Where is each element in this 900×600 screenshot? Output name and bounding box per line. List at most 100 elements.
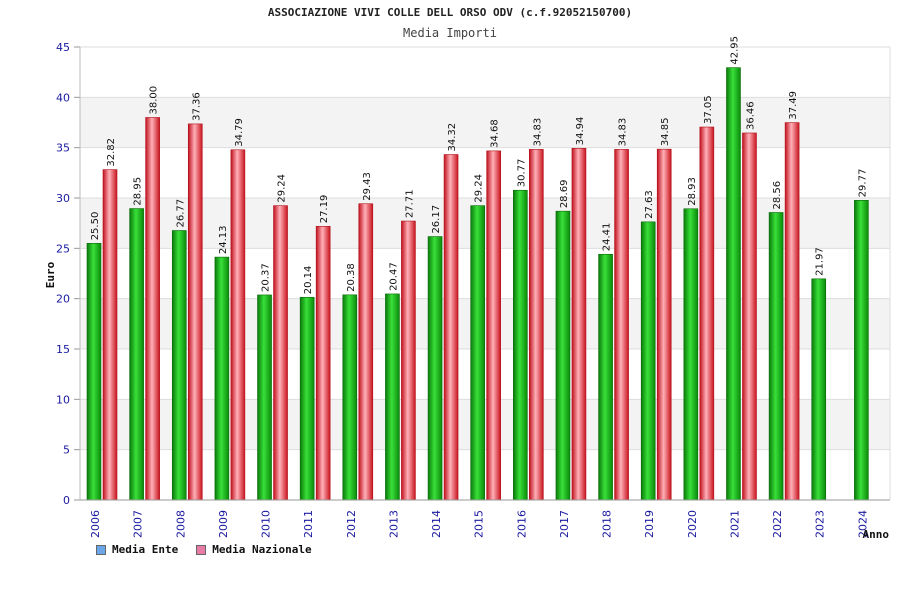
bar-media-nazionale [699,126,715,501]
bar-media-ente [598,253,613,501]
data-label: 28.95 [133,177,144,206]
y-tick-label: 35 [56,142,70,155]
data-label: 29.24 [474,174,485,203]
x-axis-label: Anno [863,528,890,541]
data-label: 28.56 [772,181,783,210]
bar-media-nazionale [742,132,757,501]
data-label: 26.17 [431,205,442,234]
x-tick-label: 2011 [302,510,315,538]
bar-media-ente [86,243,102,501]
bar-media-nazionale [401,220,416,501]
data-label: 21.97 [815,247,826,276]
legend-swatch-media-nazionale [196,544,207,555]
chart-subtitle: Media Importi [403,26,497,40]
bar-media-ente [768,212,784,501]
x-tick-label: 2015 [473,510,486,538]
bar-media-ente [385,293,400,501]
y-tick-labels: 0 5 10 15 20 25 30 35 40 45 [56,41,70,507]
bar-media-ente [683,208,699,501]
bar-media-nazionale [145,117,160,501]
x-tick-label: 2019 [643,510,656,538]
chart-title: ASSOCIAZIONE VIVI COLLE DELL ORSO ODV (c… [267,6,633,19]
x-tick-label: 2021 [728,510,741,538]
x-tick-label: 2017 [558,510,571,538]
data-label: 29.24 [277,174,288,203]
data-label: 20.14 [303,266,314,295]
data-label: 37.49 [788,91,799,120]
data-label: 34.83 [618,118,629,147]
data-labels: 25.50 32.82 28.95 38.00 26.77 37.36 24.13 34.79… [90,36,868,294]
bar-media-ente [214,256,230,501]
data-label: 20.38 [346,263,357,292]
data-label: 29.43 [362,172,373,201]
data-label: 30.77 [516,159,527,188]
bars [86,67,869,501]
data-label: 37.36 [191,92,202,121]
x-tick-label: 2009 [217,510,230,538]
x-tick-label: 2008 [174,510,187,538]
x-tick-label: 2016 [515,510,528,538]
x-tick-label: 2012 [345,510,358,538]
y-tick-label: 25 [56,242,70,255]
data-label: 25.50 [90,212,101,241]
legend-item-media-ente: Media Ente [96,543,178,556]
data-label: 29.77 [857,169,868,198]
bar-media-nazionale [315,225,331,501]
y-tick-label: 0 [63,494,70,507]
y-tick-label: 30 [56,192,70,205]
bar-media-nazionale [571,147,587,501]
bar-media-ente [257,294,272,501]
bar-media-nazionale [486,150,501,501]
data-label: 24.13 [218,225,229,254]
bar-media-nazionale [102,169,118,501]
axes [74,46,891,501]
legend-item-media-nazionale: Media Nazionale [196,543,312,556]
bar-media-nazionale [443,154,459,501]
bar-media-nazionale [358,203,374,501]
legend-label-media-ente: Media Ente [112,543,179,556]
y-tick-label: 15 [56,343,70,356]
legend-swatch-media-ente [96,544,106,555]
bar-media-ente [427,236,443,501]
data-label: 36.46 [745,101,756,130]
data-label: 34.83 [532,118,543,147]
bar-media-ente [726,67,741,501]
y-tick-label: 20 [56,293,70,306]
data-label: 20.37 [261,263,272,292]
bar-media-nazionale [187,123,203,501]
bar-media-ente [811,278,827,501]
data-label: 27.63 [644,190,655,219]
data-label: 34.94 [575,117,586,146]
bar-media-ente [640,221,656,501]
bar-media-ente [129,208,144,501]
data-label: 32.82 [106,138,117,167]
y-axis-label: Euro [44,261,57,288]
x-tick-label: 2007 [132,510,145,538]
x-tick-label: 2018 [601,510,614,538]
bar-media-ente [470,205,485,501]
y-tick-label: 10 [56,393,70,406]
data-label: 27.19 [319,195,330,224]
data-label: 34.85 [660,118,671,147]
bar-media-nazionale [656,148,672,501]
bar-media-ente [555,210,571,501]
legend-label-media-nazionale: Media Nazionale [212,543,312,556]
data-label: 28.93 [687,177,698,206]
x-tick-label: 2014 [430,510,443,538]
data-label: 42.95 [729,36,740,65]
bar-media-ente [171,230,187,501]
data-label: 26.77 [175,199,186,228]
data-label: 24.41 [602,223,613,252]
data-label: 34.32 [447,123,458,152]
y-tick-label: 45 [56,41,70,54]
data-label: 27.71 [404,189,415,218]
bar-media-nazionale [529,149,544,501]
bar-media-nazionale [230,149,246,501]
legend: Media Ente Media Nazionale [96,543,312,556]
bar-media-nazionale [273,205,288,501]
bar-media-ente [513,189,528,501]
x-tick-label: 2006 [89,510,102,538]
x-tick-label: 2013 [387,510,400,538]
x-tick-label: 2023 [814,510,827,538]
